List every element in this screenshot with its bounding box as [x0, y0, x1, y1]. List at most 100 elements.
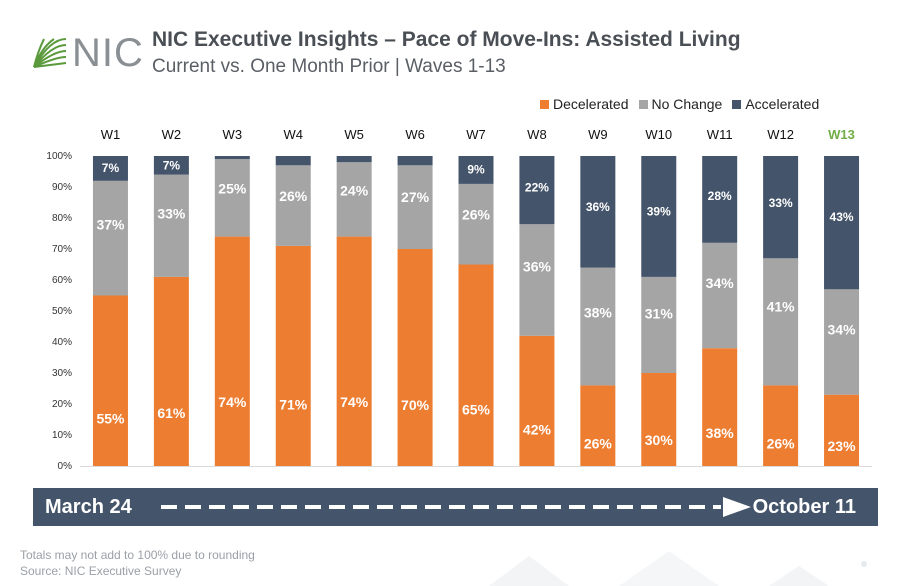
bar-segment-accelerated — [275, 156, 311, 166]
bar-segment-decelerated — [275, 245, 311, 466]
data-label: 55% — [96, 410, 125, 426]
bar-segment-accelerated — [641, 156, 677, 277]
data-label: 33% — [157, 205, 186, 221]
data-label: 38% — [706, 425, 735, 441]
bar-segment-accelerated — [824, 156, 860, 290]
bar-segment-decelerated — [519, 335, 555, 466]
bar-segment-no-change — [153, 174, 189, 277]
chart-legend: Decelerated No Change Accelerated — [540, 96, 829, 112]
data-label: 23% — [828, 438, 857, 454]
nic-logo: NIC — [32, 33, 144, 73]
bar-segment-no-change — [519, 224, 555, 336]
data-label: 34% — [706, 275, 735, 291]
legend-label-no-change: No Change — [651, 96, 723, 112]
timeline-end: October 11 — [752, 496, 856, 518]
y-tick-label: 80% — [52, 213, 72, 224]
bar-segment-no-change — [92, 180, 128, 296]
category-label: W4 — [283, 127, 303, 142]
data-label: 26% — [584, 435, 613, 451]
category-label: W5 — [344, 127, 364, 142]
category-label: W7 — [466, 127, 486, 142]
page-subtitle: Current vs. One Month Prior | Waves 1-13 — [152, 56, 506, 77]
legend-swatch-no-change — [638, 99, 648, 109]
data-label: 24% — [340, 182, 369, 198]
bar-segment-accelerated — [92, 156, 128, 181]
stacked-bar-chart: 0% 10% 20% 30% 40% 50% 60% 70% 80% 90% 100% W1 55% 37… — [46, 127, 872, 472]
data-label: 26% — [462, 207, 491, 223]
data-label: 65% — [462, 402, 491, 418]
bar-segment-decelerated — [336, 236, 372, 466]
bar-segment-accelerated — [702, 156, 738, 243]
data-label: 28% — [708, 189, 732, 203]
category-label: W13 — [828, 127, 855, 142]
nic-logo-icon — [33, 38, 67, 68]
data-label: 61% — [157, 405, 186, 421]
y-tick-label: 20% — [52, 399, 72, 410]
source-note: Source: NIC Executive Survey — [20, 564, 182, 578]
bar-segment-decelerated — [641, 373, 677, 466]
legend-item-decelerated: Decelerated — [540, 96, 629, 112]
data-label: 7% — [163, 158, 181, 172]
bar-segment-no-change — [702, 242, 738, 349]
bar-segment-accelerated — [580, 156, 616, 268]
bar-segment-decelerated — [397, 249, 433, 466]
y-tick-label: 10% — [52, 430, 72, 441]
data-label: 30% — [645, 432, 674, 448]
category-label: W12 — [767, 127, 794, 142]
category-label: W8 — [527, 127, 547, 142]
data-label: 33% — [769, 196, 793, 210]
y-tick-label: 70% — [52, 244, 72, 255]
data-label: 74% — [218, 394, 247, 410]
data-label: 27% — [401, 189, 430, 205]
bar-segment-decelerated — [763, 385, 799, 466]
category-label: W10 — [645, 127, 672, 142]
y-tick-label: 90% — [52, 182, 72, 193]
category-label: W2 — [162, 127, 182, 142]
y-tick-label: 50% — [52, 306, 72, 317]
category-label: W6 — [405, 127, 425, 142]
category-label: W9 — [588, 127, 608, 142]
bar-segment-accelerated — [458, 156, 494, 184]
bar-segment-no-change — [824, 289, 860, 395]
timeline-start: March 24 — [45, 496, 132, 518]
bar-segment-no-change — [641, 276, 677, 373]
bar-segment-decelerated — [92, 295, 128, 466]
bar-segment-decelerated — [702, 348, 738, 466]
bar-segment-no-change — [397, 165, 433, 249]
legend-swatch-accelerated — [732, 99, 742, 109]
bar-segment-no-change — [763, 258, 799, 386]
data-label: 71% — [279, 396, 308, 412]
category-label: W11 — [707, 127, 733, 142]
category-label: W1 — [101, 127, 121, 142]
data-label: 25% — [218, 181, 247, 197]
data-label: 70% — [401, 397, 430, 413]
legend-label-accelerated: Accelerated — [745, 96, 820, 112]
data-label: 9% — [467, 163, 485, 177]
bar-segment-decelerated — [458, 264, 494, 466]
data-label: 74% — [340, 394, 369, 410]
bar-segment-accelerated — [519, 156, 555, 225]
bar-segment-no-change — [336, 162, 372, 237]
legend-item-no-change: No Change — [638, 96, 723, 112]
timeline-bar: March 24 October 11 — [33, 488, 878, 526]
data-label: 31% — [645, 305, 674, 321]
data-label: 42% — [523, 422, 552, 438]
legend-label-decelerated: Decelerated — [553, 96, 629, 112]
category-label: W3 — [223, 127, 243, 142]
logo-text: NIC — [72, 31, 144, 75]
data-label: 26% — [767, 435, 796, 451]
bar-segment-decelerated — [824, 394, 860, 466]
bar-segment-accelerated — [397, 156, 433, 166]
decorative-shapes-icon — [489, 551, 867, 586]
y-tick-label: 60% — [52, 275, 72, 286]
data-label: 36% — [586, 200, 610, 214]
data-label: 39% — [647, 204, 671, 218]
data-label: 41% — [767, 299, 796, 315]
bar-segment-accelerated — [153, 156, 189, 175]
bar-segment-no-change — [458, 183, 494, 265]
y-tick-label: 100% — [46, 151, 72, 162]
bar-segment-accelerated — [336, 156, 372, 163]
rounding-note: Totals may not add to 100% due to roundi… — [20, 548, 255, 562]
y-tick-label: 0% — [58, 461, 73, 472]
bar-segment-no-change — [580, 267, 616, 386]
